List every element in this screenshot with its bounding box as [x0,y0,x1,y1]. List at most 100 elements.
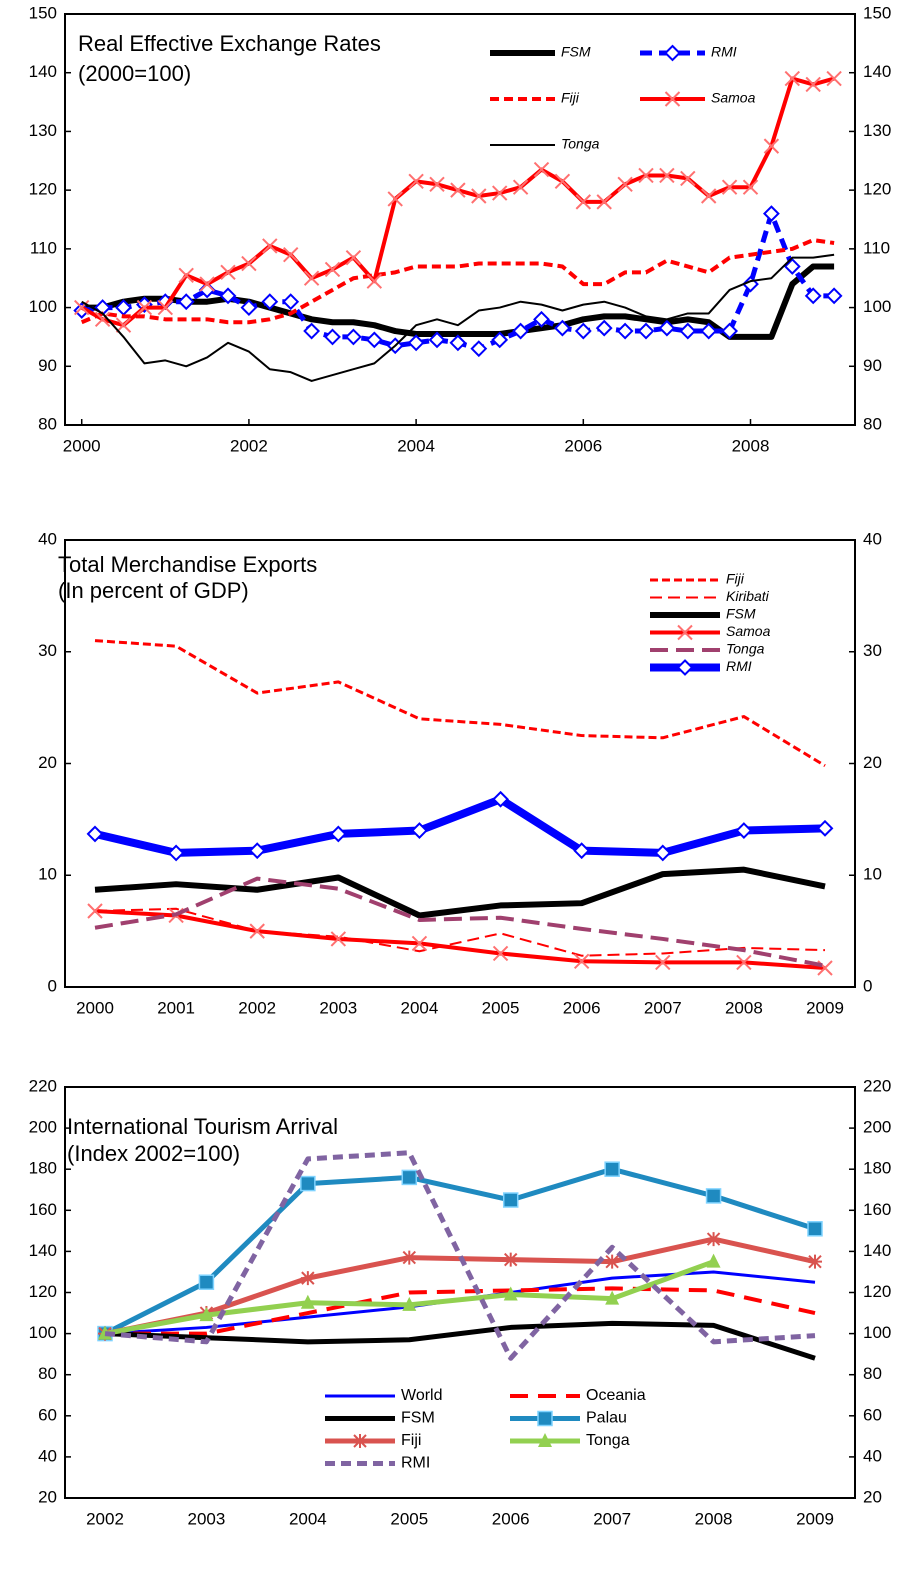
series-line [81,263,835,340]
marker [575,194,592,210]
marker [199,1307,214,1322]
series-line [104,1150,816,1361]
chart-title: (In percent of GDP) [58,578,249,603]
series-line [80,76,835,328]
marker [283,247,299,263]
y-tick-label: 40 [38,529,57,548]
marker [808,1254,822,1269]
x-tick-label: 2002 [86,1509,124,1528]
marker [449,334,467,352]
marker [300,1271,315,1286]
y2-tick-label: 140 [863,1241,891,1260]
marker [249,923,265,939]
legend-label: Fiji [401,1432,421,1449]
marker [407,334,425,352]
marker [736,954,752,971]
legend-label: FSM [561,44,591,60]
marker [262,238,278,254]
y2-tick-label: 110 [863,238,890,257]
series-line [94,639,826,768]
marker [115,317,132,333]
marker [365,331,383,349]
legend-label: Tonga [586,1432,630,1449]
marker [86,825,104,843]
marker [762,205,780,223]
marker [219,287,237,305]
chart-title: (Index 2002=100) [67,1141,240,1166]
x-tick-label: 2003 [319,998,357,1017]
y2-tick-label: 120 [863,1282,891,1301]
marker [637,322,655,340]
marker [574,322,592,340]
marker [700,188,717,204]
x-tick-label: 2004 [397,436,435,455]
legend-marker [353,1434,367,1448]
y2-tick-label: 200 [863,1118,891,1137]
marker [553,319,571,337]
y-tick-label: 30 [38,641,57,660]
y-tick-label: 130 [29,121,57,140]
marker [700,322,718,340]
x-tick-label: 2006 [564,436,602,455]
marker [387,191,403,207]
marker [605,1254,620,1269]
y2-tick-label: 180 [863,1159,891,1178]
x-tick-label: 2004 [289,1509,327,1528]
marker [74,299,90,316]
legend-label: RMI [726,658,752,674]
y2-tick-label: 40 [863,529,882,548]
marker [429,176,445,192]
x-tick-label: 2000 [63,436,101,455]
marker [401,1169,418,1186]
y-tick-label: 90 [38,356,57,375]
series-line [94,909,826,970]
y2-tick-label: 100 [863,297,891,316]
x-tick-label: 2009 [796,1509,834,1528]
x-tick-label: 2004 [401,998,439,1017]
x-tick-label: 2008 [695,1509,733,1528]
y2-tick-label: 160 [863,1200,891,1219]
legend-marker [664,91,681,107]
legend-label: Tonga [726,641,765,657]
legend-label: Palau [586,1410,627,1427]
legend-label: Kiribati [726,588,770,604]
marker [784,70,801,87]
marker [261,293,279,311]
y-tick-label: 100 [29,1323,57,1342]
legend-label: Oceania [586,1387,646,1404]
marker [240,299,258,316]
marker [324,261,341,278]
marker [658,319,676,337]
legend-label: Tonga [561,136,600,152]
marker [471,188,487,204]
legend-label: RMI [711,44,737,60]
y-tick-label: 60 [38,1405,57,1424]
marker [706,1253,721,1268]
x-tick-label: 2002 [238,998,276,1017]
chart-title: Real Effective Exchange Rates [78,31,381,56]
y2-tick-label: 40 [863,1446,882,1465]
y2-tick-label: 20 [863,1487,882,1506]
marker [502,1192,519,1208]
marker [679,322,697,340]
marker [411,935,428,952]
marker [492,790,509,808]
legend-marker [537,1410,553,1427]
x-tick-label: 2000 [76,998,114,1017]
y-tick-label: 110 [30,238,57,257]
series-line [80,238,835,325]
marker [805,76,821,93]
marker [616,322,634,340]
marker [87,903,103,919]
y-tick-label: 160 [29,1200,57,1219]
x-tick-label: 2008 [725,998,763,1017]
marker [706,1232,721,1247]
x-tick-label: 2003 [188,1509,226,1528]
y2-tick-label: 100 [863,1323,891,1342]
marker [721,322,739,340]
marker [303,322,321,340]
marker [303,270,320,286]
legend-marker [677,624,693,641]
y-tick-label: 20 [38,1487,57,1506]
